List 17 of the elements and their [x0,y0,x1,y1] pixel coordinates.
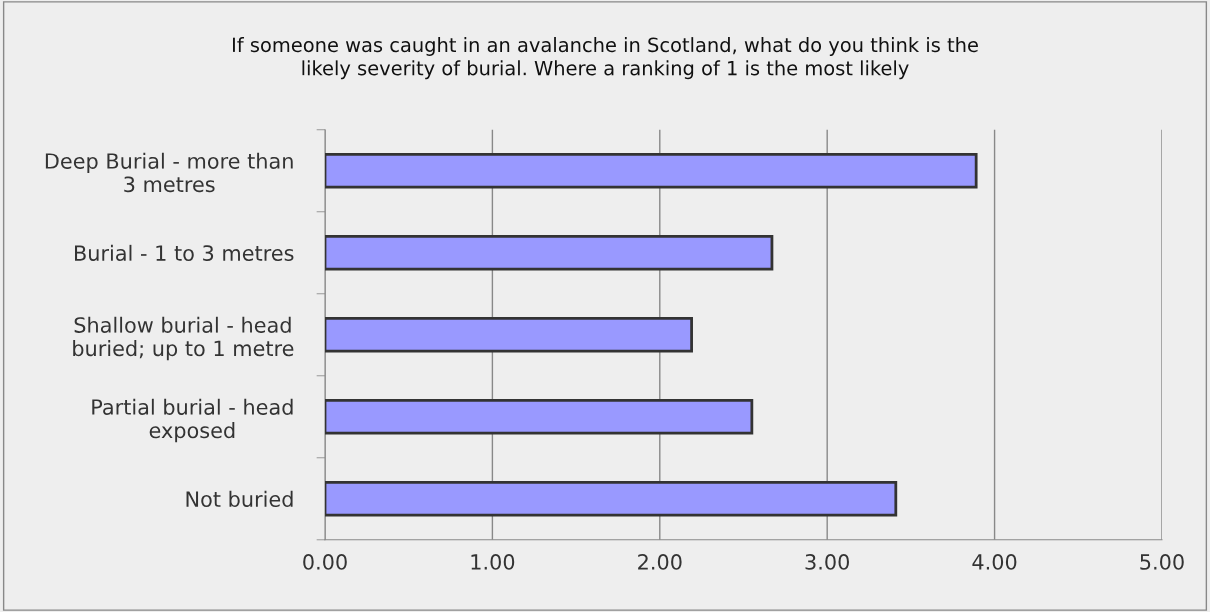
bar [325,152,978,189]
y-tick-label: Not buried [186,490,293,507]
y-tick-label: Shallow burial - head buried; up to 1 metre [73,316,294,361]
x-tick-label: 4.00 [972,554,1017,570]
chart-title: If someone was caught in an avalanche in Scotland, what do you think is the likely severity of burial. Where a ranking of 1 is the most likely [232,37,978,80]
x-tick-label: 0.00 [303,554,347,570]
bar [325,480,898,517]
x-tick-label: 3.00 [805,554,849,570]
x-tick-label: 5.00 [1140,554,1184,570]
y-tick-label: Deep Burial - more than 3 metres [45,152,293,193]
x-tick-label: 1.00 [471,554,515,570]
bar [325,398,754,435]
bar [325,316,693,353]
y-tick-label: Partial burial - head exposed [92,398,293,443]
y-tick-label: Burial - 1 to 3 metres [75,244,294,261]
bar [325,234,774,271]
x-tick-label: 2.00 [638,554,682,570]
